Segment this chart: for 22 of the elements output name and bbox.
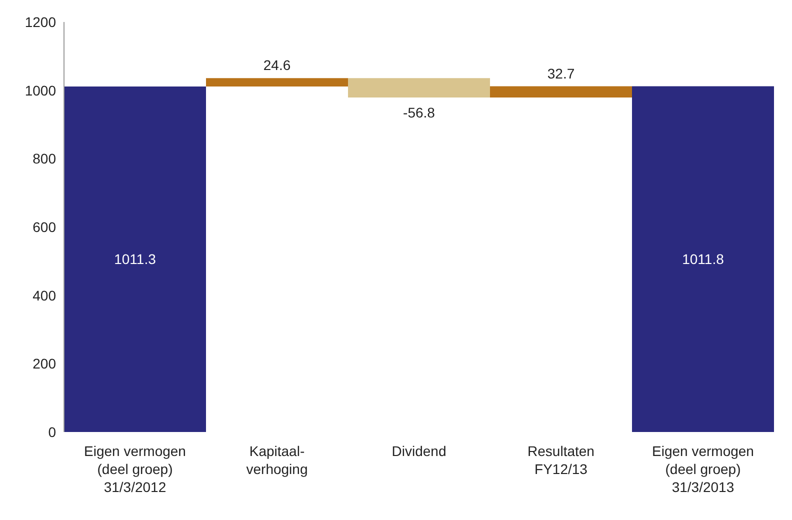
- y-tick-label: 400: [32, 287, 56, 304]
- bar: [632, 86, 774, 432]
- bar: [348, 78, 490, 98]
- y-tick-label: 0: [48, 424, 56, 440]
- y-tick-label: 800: [32, 150, 56, 167]
- x-tick-label: Eigen vermogen (deel groep) 31/3/2012: [84, 443, 186, 495]
- data-label: -56.8: [403, 104, 436, 120]
- bar: [64, 86, 206, 432]
- data-label: 24.6: [263, 57, 291, 74]
- x-tick-label: Eigen vermogen (deel groep) 31/3/2013: [652, 443, 754, 495]
- x-tick-label: Resultaten FY12/13: [528, 443, 594, 477]
- y-tick-label: 600: [32, 218, 56, 235]
- y-tick-label: 200: [32, 356, 56, 372]
- y-tick-label: 1200: [24, 14, 56, 30]
- y-tick-label: 1000: [24, 82, 56, 98]
- bar: [206, 78, 348, 86]
- bar: [490, 86, 632, 98]
- x-tick-label: Dividend: [392, 443, 446, 459]
- data-label: 1011.8: [682, 251, 724, 268]
- x-tick-label: Kapitaal- verhoging: [246, 443, 308, 477]
- data-label: 32.7: [547, 65, 575, 82]
- data-label: 1011.3: [114, 251, 156, 268]
